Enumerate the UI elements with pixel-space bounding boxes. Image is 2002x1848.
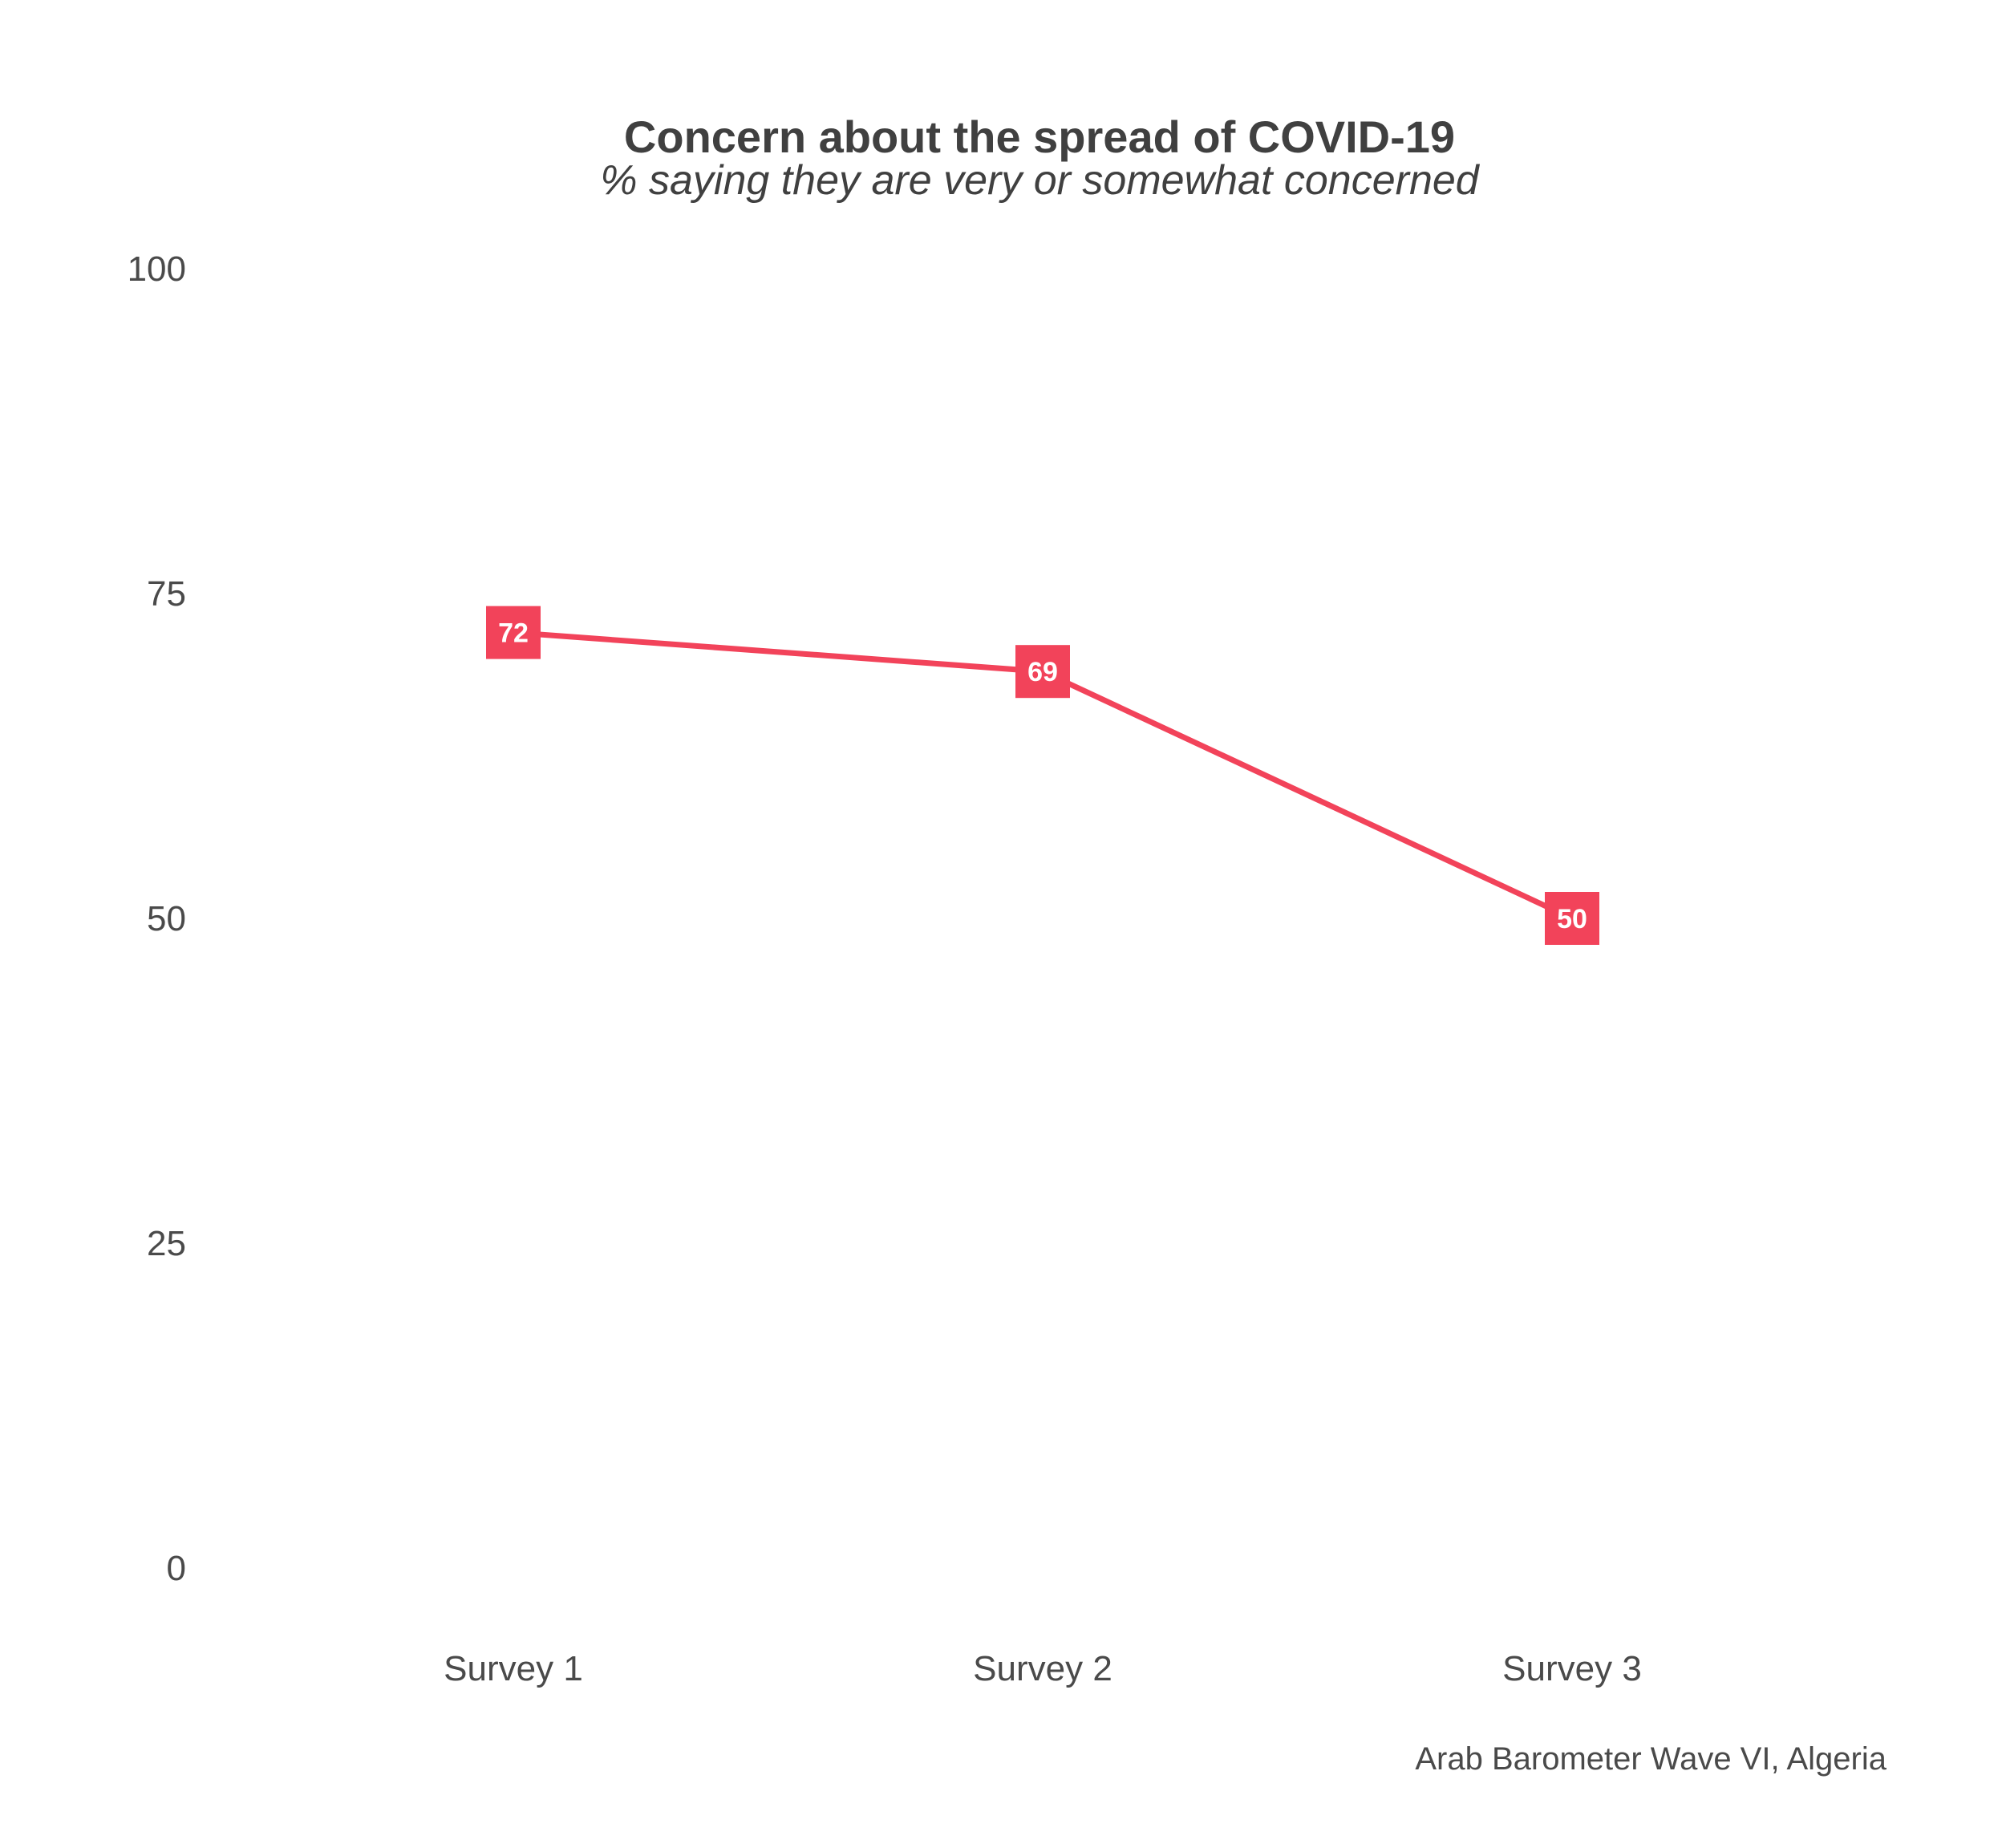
chart-title: Concern about the spread of COVID-19 [624, 111, 1455, 162]
chart-caption: Arab Barometer Wave VI, Algeria [1415, 1741, 1886, 1777]
data-label: 72 [498, 618, 529, 649]
series-group: 72 69 50 [486, 606, 1599, 945]
data-point-marker [486, 606, 541, 659]
data-point: 50 [1545, 892, 1599, 945]
data-point-marker [1015, 645, 1070, 699]
x-axis: Survey 1 Survey 2 Survey 3 [444, 1649, 1642, 1688]
data-point-marker [1545, 892, 1599, 945]
x-tick-label: Survey 3 [1502, 1649, 1642, 1688]
y-tick-label: 75 [147, 574, 186, 614]
data-label: 50 [1557, 904, 1587, 934]
data-point: 72 [486, 606, 541, 659]
data-point: 69 [1015, 645, 1070, 699]
x-tick-label: Survey 1 [444, 1649, 583, 1688]
chart-subtitle: % saying they are very or somewhat conce… [600, 157, 1481, 204]
y-axis: 0 25 50 75 100 [128, 249, 186, 1588]
y-tick-label: 0 [167, 1549, 186, 1588]
x-tick-label: Survey 2 [973, 1649, 1112, 1688]
y-tick-label: 100 [128, 249, 186, 289]
y-tick-label: 50 [147, 899, 186, 938]
data-label: 69 [1027, 657, 1058, 687]
y-tick-label: 25 [147, 1224, 186, 1263]
